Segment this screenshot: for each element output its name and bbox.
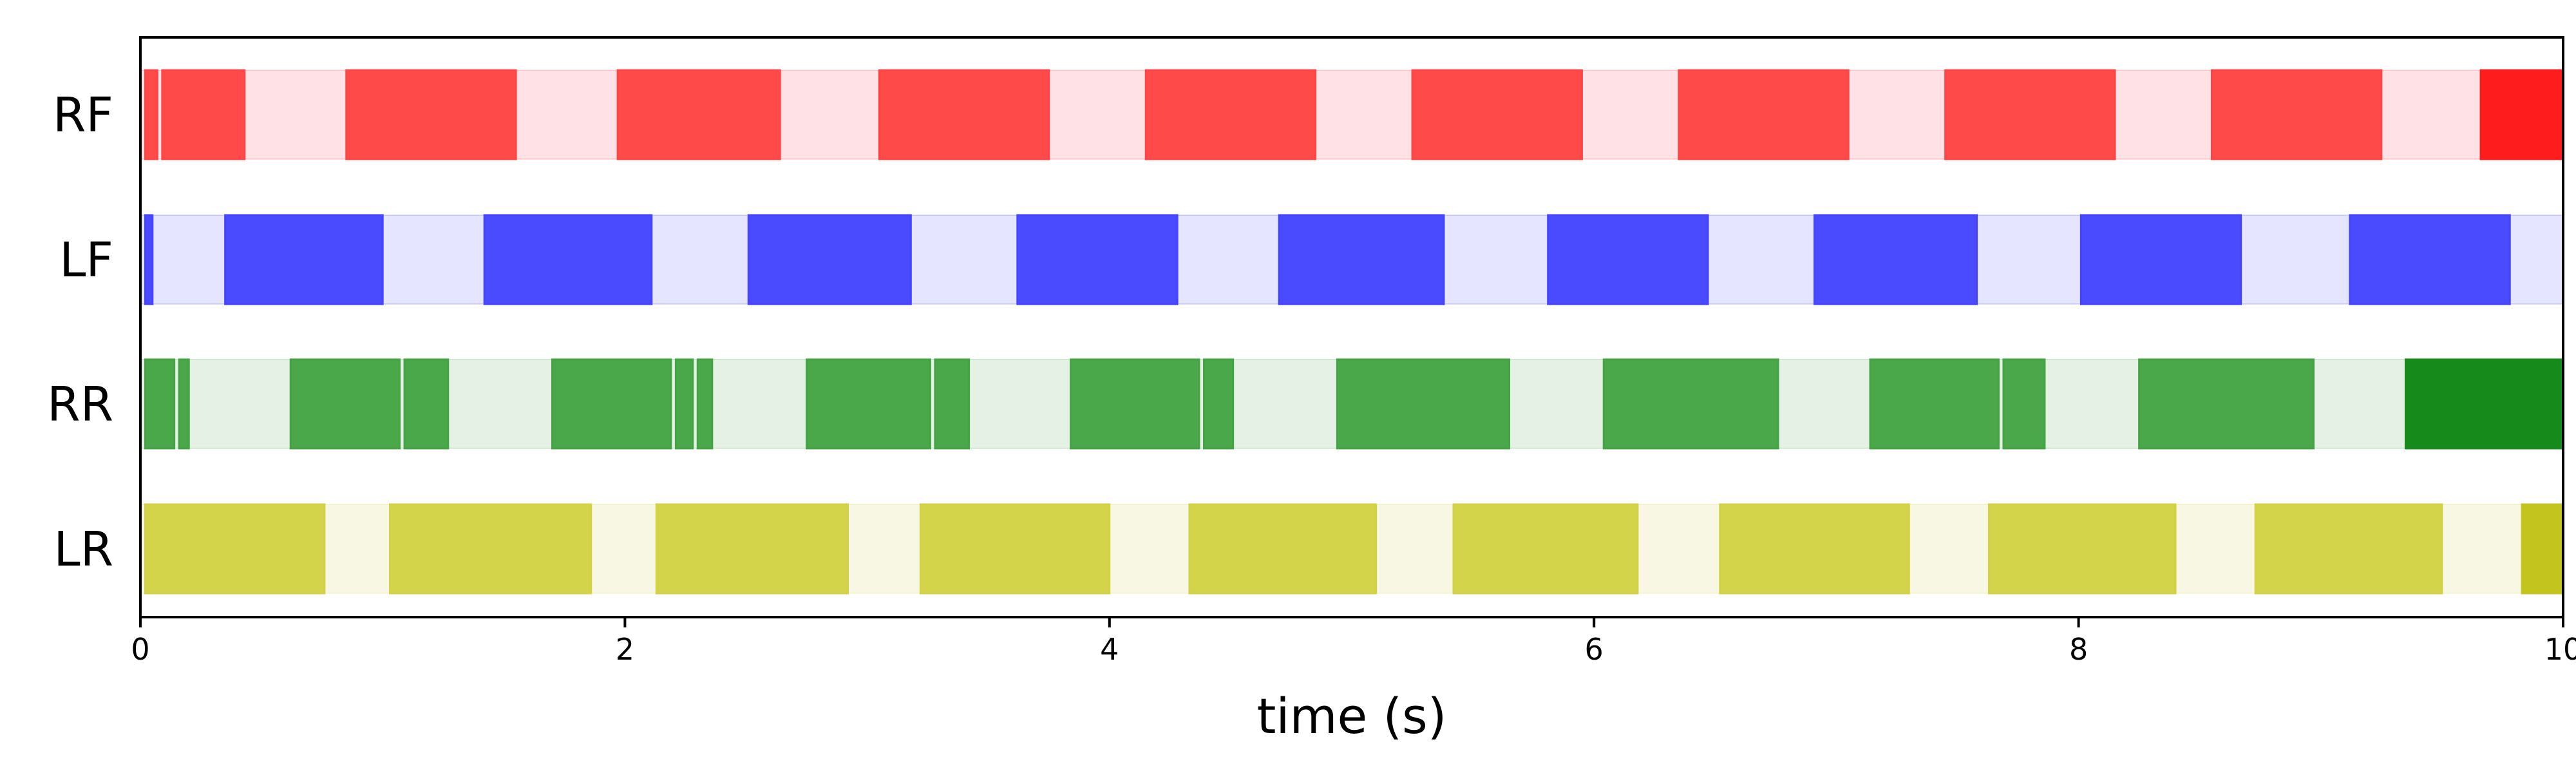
stance-bar-rf <box>1678 69 1850 160</box>
stance-bar-rf <box>345 69 517 160</box>
stance-bar-rr <box>1203 358 1235 450</box>
stance-bar-lf <box>2079 214 2242 305</box>
stance-bar-rr <box>1336 358 1511 450</box>
stance-bar-lr <box>388 503 592 595</box>
x-tick-label: 6 <box>1585 632 1604 667</box>
stance-bar-lr <box>1452 503 1639 595</box>
stance-bar-lr <box>1719 503 1910 595</box>
x-tick-label: 0 <box>131 632 149 667</box>
stance-bar-lr <box>1188 503 1378 595</box>
stance-bar-lr <box>144 503 326 595</box>
stance-bar-rr <box>289 358 401 450</box>
x-tick-label: 2 <box>616 632 634 667</box>
stance-bar-rr <box>2138 358 2315 450</box>
stance-bar-rf <box>144 69 158 160</box>
x-axis-label: time (s) <box>1257 687 1447 745</box>
axes-frame <box>139 36 2564 618</box>
leg-label-rf: RF <box>53 88 113 143</box>
stance-bar-rr <box>403 358 450 450</box>
stance-bar-rf <box>878 69 1050 160</box>
stance-bar-lr <box>919 503 1111 595</box>
stance-bar-lf <box>1547 214 1709 305</box>
stance-bar-lf <box>483 214 653 305</box>
stance-bar-rf <box>2211 69 2383 160</box>
leg-label-lr: LR <box>53 522 113 577</box>
stance-bar-rr <box>2002 358 2046 450</box>
leg-labels: RF LF RR LR <box>47 88 113 577</box>
stance-bar-rr <box>144 358 176 450</box>
stance-bar-rr <box>178 358 190 450</box>
stance-bar-lf <box>1814 214 1978 305</box>
leg-bands <box>140 69 2564 595</box>
x-tick-label: 8 <box>2069 632 2088 667</box>
stance-bar-final-rf <box>2479 69 2564 160</box>
stance-bar-lf <box>747 214 912 305</box>
x-ticks: 0 2 4 6 8 10 <box>131 617 2576 667</box>
x-tick-label: 4 <box>1100 632 1119 667</box>
stance-bar-rr <box>934 358 971 450</box>
stance-bar-rf <box>1944 69 2116 160</box>
stance-bar-lf <box>144 214 154 305</box>
stance-bar-rr <box>696 358 714 450</box>
stance-bar-lf <box>2349 214 2511 305</box>
stance-bar-rr <box>1070 358 1200 450</box>
stance-bar-rr <box>1869 358 2000 450</box>
stance-bar-lr <box>2254 503 2443 595</box>
stance-bar-lf <box>224 214 384 305</box>
stance-bar-rr <box>1602 358 1779 450</box>
stance-bar-lr <box>655 503 849 595</box>
stance-bar-lf <box>1278 214 1445 305</box>
stance-bar-lf <box>1016 214 1179 305</box>
stance-bar-rr <box>806 358 931 450</box>
stance-bar-rr <box>674 358 694 450</box>
stance-bar-rf <box>1411 69 1583 160</box>
stance-bar-rf <box>161 69 246 160</box>
stance-bar-rf <box>616 69 781 160</box>
stance-bar-final-rr <box>2404 358 2564 450</box>
stance-bar-lr <box>1987 503 2177 595</box>
stance-bar-rr <box>551 358 672 450</box>
leg-label-lf: LF <box>59 233 113 288</box>
stance-bar-final-lr <box>2521 503 2564 595</box>
x-tick-label: 10 <box>2544 632 2576 667</box>
band-rf <box>140 70 2564 160</box>
stance-bar-rf <box>1144 69 1317 160</box>
leg-label-rr: RR <box>47 377 113 432</box>
